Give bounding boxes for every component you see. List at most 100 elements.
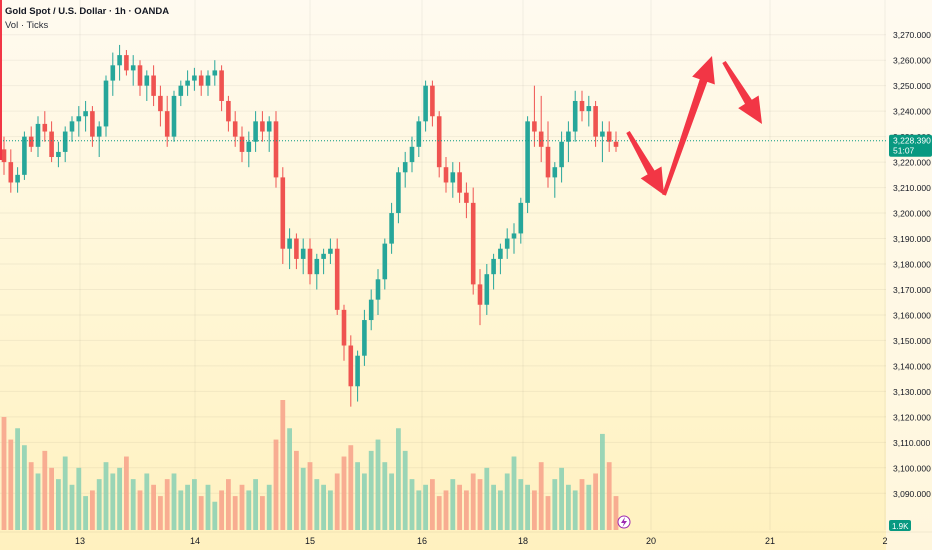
candle[interactable] [314,258,320,275]
volume-indicator-label[interactable]: Vol · Ticks [5,20,49,31]
candle[interactable] [42,123,48,132]
candle[interactable] [83,111,88,117]
candle[interactable] [443,167,449,183]
candle[interactable] [600,131,605,137]
candle[interactable] [28,136,34,147]
candle[interactable] [198,75,204,86]
candle[interactable] [566,131,571,142]
volume-bar [538,462,544,530]
candle[interactable] [300,248,306,259]
candle[interactable] [375,279,381,300]
candle[interactable] [205,75,211,86]
candle[interactable] [362,320,367,356]
candle[interactable] [15,174,20,183]
candle[interactable] [368,299,374,321]
candle[interactable] [457,172,462,193]
candle[interactable] [103,80,109,127]
candle[interactable] [49,131,54,158]
candle[interactable] [559,141,564,168]
candle[interactable] [8,162,14,183]
candle[interactable] [450,172,456,183]
candle[interactable] [436,116,442,168]
candle[interactable] [69,121,75,132]
candle[interactable] [151,75,156,96]
candle[interactable] [511,233,517,239]
candle[interactable] [110,65,116,81]
candle[interactable] [280,177,286,249]
candle[interactable] [56,151,61,158]
candle[interactable] [321,253,326,259]
candle[interactable] [185,80,190,86]
candle[interactable] [253,121,258,142]
candle[interactable] [525,121,530,203]
candle[interactable] [389,213,394,244]
candle[interactable] [464,192,469,203]
candle[interactable] [260,121,265,132]
candle[interactable] [328,248,333,254]
candle[interactable] [518,202,524,234]
candle[interactable] [76,116,82,122]
candle[interactable] [130,65,136,71]
candle[interactable] [423,85,428,122]
candle[interactable] [593,106,598,137]
candle[interactable] [171,95,177,137]
candle[interactable] [382,243,388,280]
candle[interactable] [498,248,503,259]
candle[interactable] [307,248,313,275]
candle[interactable] [178,85,184,96]
candle[interactable] [158,95,163,112]
candle[interactable] [294,238,299,259]
candle[interactable] [137,65,143,86]
candle[interactable] [341,309,347,346]
candle[interactable] [552,167,558,178]
candle[interactable] [572,100,578,132]
candle[interactable] [226,100,231,122]
candle[interactable] [470,202,476,285]
candle[interactable] [579,100,585,112]
candle[interactable] [239,136,245,152]
candle[interactable] [1,149,7,163]
candle[interactable] [212,70,218,76]
candle[interactable] [606,131,612,142]
candle[interactable] [613,141,619,147]
candle[interactable] [22,136,27,175]
candle[interactable] [273,121,279,178]
candle[interactable] [484,274,490,305]
candle[interactable] [477,284,483,305]
candle[interactable] [62,131,68,152]
candle[interactable] [124,55,129,71]
candle[interactable] [538,131,544,147]
candle[interactable] [348,345,354,387]
candle[interactable] [334,248,340,310]
candle[interactable] [287,238,292,249]
candle[interactable] [430,85,435,117]
symbol-title[interactable]: Gold Spot / U.S. Dollar · 1h · OANDA [5,6,170,17]
candle[interactable] [545,146,551,178]
candle[interactable] [117,55,122,66]
candle[interactable] [586,106,592,112]
candle[interactable] [355,355,360,387]
candle[interactable] [266,121,272,132]
price-tick-label: 3,170.000 [893,285,931,295]
candle[interactable] [491,258,496,275]
candle[interactable] [219,70,224,101]
candle[interactable] [402,162,408,173]
candle[interactable] [96,126,102,137]
candle[interactable] [35,123,41,147]
candle[interactable] [409,146,415,163]
candle[interactable] [532,121,537,132]
candle[interactable] [396,172,401,214]
candle[interactable] [144,75,150,86]
candle[interactable] [192,75,197,81]
candle[interactable] [416,121,422,147]
current-price-label: 3,228.390 [893,136,931,146]
candle[interactable] [246,141,252,152]
candle[interactable] [90,111,95,137]
candle[interactable] [504,238,510,249]
candle[interactable] [232,121,238,137]
volume-bar [117,467,122,530]
candle[interactable] [164,111,170,137]
volume-bar [171,473,177,530]
